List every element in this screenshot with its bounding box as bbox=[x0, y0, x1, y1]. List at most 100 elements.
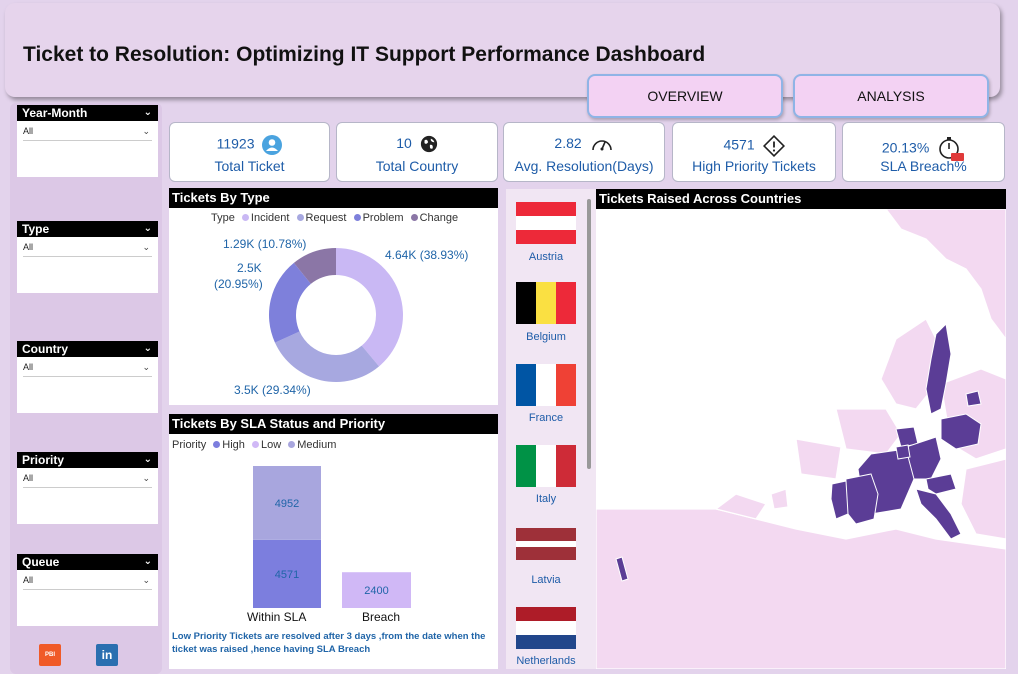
tickets-by-type-panel: Tickets By Type Type Incident Request Pr… bbox=[169, 188, 498, 405]
slicer-title: Country bbox=[22, 342, 68, 356]
kpi-label: Avg. Resolution(Days) bbox=[514, 158, 654, 174]
kpi-label: SLA Breach% bbox=[880, 158, 967, 174]
bar-value-label: 2400 bbox=[364, 585, 388, 597]
type-legend: Type Incident Request Problem Change bbox=[169, 208, 498, 224]
stacked-bar-chart: 4571 4952 2400 bbox=[253, 466, 411, 608]
flag-label: France bbox=[528, 412, 564, 424]
france-flag-icon[interactable] bbox=[516, 364, 576, 406]
kpi-avg-resolution: 2.82 Avg. Resolution(Days) bbox=[503, 122, 665, 182]
stopwatch-icon bbox=[939, 137, 965, 161]
donut-slice-incident[interactable] bbox=[336, 248, 403, 367]
country-flags-list: Austria Belgium France Italy Latvia Neth… bbox=[506, 189, 596, 669]
label-problem-percent: (20.95%) bbox=[214, 277, 263, 291]
flag-label: Austria bbox=[528, 251, 564, 263]
belgium-region bbox=[895, 444, 911, 460]
portugal-region bbox=[830, 480, 849, 520]
donut-slice-change[interactable] bbox=[293, 248, 336, 284]
label-incident: 4.64K (38.93%) bbox=[385, 248, 469, 262]
austria-flag-icon[interactable] bbox=[516, 202, 576, 244]
category-breach: Breach bbox=[362, 610, 401, 624]
sla-note: Low Priority Tickets are resolved after … bbox=[172, 631, 486, 655]
legend-title: Priority bbox=[172, 439, 207, 451]
poland-region bbox=[940, 413, 982, 450]
bar-value-label: 4952 bbox=[275, 498, 299, 510]
linkedin-icon[interactable]: in bbox=[96, 644, 118, 666]
donut-slice-request[interactable] bbox=[274, 331, 380, 382]
kpi-value: 10 bbox=[396, 135, 412, 151]
gauge-icon bbox=[591, 140, 612, 151]
label-request: 3.5K (29.34%) bbox=[234, 383, 311, 397]
category-within-sla: Within SLA bbox=[247, 610, 307, 624]
priority-dropdown[interactable]: All ⌄ bbox=[23, 470, 152, 488]
warning-icon bbox=[762, 135, 785, 157]
bar-within-sla-high[interactable] bbox=[253, 539, 321, 608]
kpi-value: 4571 bbox=[723, 136, 755, 153]
slicer-title: Priority bbox=[22, 453, 65, 467]
kpi-label: High Priority Tickets bbox=[692, 158, 816, 174]
kpi-label: Total Ticket bbox=[214, 158, 285, 174]
chevron-down-icon[interactable]: ⌄ bbox=[143, 223, 152, 234]
belgium-flag-icon[interactable] bbox=[516, 282, 576, 324]
globe-icon bbox=[420, 136, 437, 153]
italy-region bbox=[915, 488, 962, 540]
powerbi-icon[interactable]: PBI bbox=[39, 644, 61, 666]
sla-priority-panel: Tickets By SLA Status and Priority Prior… bbox=[169, 414, 498, 669]
legend-change[interactable]: Change bbox=[419, 212, 459, 224]
kpi-value: 20.13% bbox=[881, 139, 930, 156]
chevron-down-icon: ⌄ bbox=[142, 575, 150, 585]
legend-title: Type bbox=[211, 212, 235, 224]
kpi-total-ticket: 11923 Total Ticket bbox=[169, 122, 330, 182]
scrollbar[interactable] bbox=[587, 199, 591, 469]
chevron-down-icon[interactable]: ⌄ bbox=[143, 556, 152, 567]
country-map-panel: Tickets Raised Across Countries bbox=[596, 189, 1006, 669]
flag-label: Italy bbox=[535, 493, 557, 505]
slicer-year-month: Year-Month ⌄ All ⌄ bbox=[17, 105, 158, 177]
year-month-dropdown[interactable]: All ⌄ bbox=[23, 123, 152, 141]
queue-dropdown[interactable]: All ⌄ bbox=[23, 572, 152, 590]
europe-map[interactable] bbox=[596, 208, 1006, 669]
legend-high[interactable]: High bbox=[222, 439, 245, 451]
chevron-down-icon[interactable]: ⌄ bbox=[143, 343, 152, 354]
kpi-sla-breach: 20.13% SLA Breach% bbox=[842, 122, 1005, 182]
slicer-value: All bbox=[23, 242, 34, 252]
kpi-high-priority: 4571 High Priority Tickets bbox=[672, 122, 836, 182]
chevron-down-icon: ⌄ bbox=[142, 362, 150, 372]
panel-title: Tickets By SLA Status and Priority bbox=[169, 414, 498, 434]
slicer-priority: Priority ⌄ All ⌄ bbox=[17, 452, 158, 524]
country-dropdown[interactable]: All ⌄ bbox=[23, 359, 152, 377]
legend-request[interactable]: Request bbox=[305, 212, 347, 224]
latvia-region bbox=[965, 390, 982, 407]
user-icon bbox=[262, 135, 283, 155]
page-title: Ticket to Resolution: Optimizing IT Supp… bbox=[23, 43, 706, 66]
latvia-flag-icon[interactable] bbox=[516, 528, 576, 560]
slicer-queue: Queue ⌄ All ⌄ bbox=[17, 554, 158, 626]
legend-low[interactable]: Low bbox=[260, 439, 282, 451]
kpi-value: 11923 bbox=[216, 135, 255, 152]
chevron-down-icon[interactable]: ⌄ bbox=[143, 107, 152, 118]
analysis-button[interactable]: ANALYSIS bbox=[793, 74, 989, 118]
italy-flag-icon[interactable] bbox=[516, 445, 576, 487]
panel-title: Tickets Raised Across Countries bbox=[596, 189, 1006, 209]
netherlands-flag-icon[interactable] bbox=[516, 607, 576, 649]
chevron-down-icon[interactable]: ⌄ bbox=[143, 454, 152, 465]
sweden-region bbox=[925, 322, 952, 415]
legend-medium[interactable]: Medium bbox=[297, 439, 337, 451]
bar-within-sla-medium[interactable] bbox=[253, 466, 321, 540]
overview-button[interactable]: OVERVIEW bbox=[587, 74, 783, 118]
slicer-value: All bbox=[23, 473, 34, 483]
header-banner: Ticket to Resolution: Optimizing IT Supp… bbox=[5, 3, 1000, 97]
bar-breach-low[interactable] bbox=[342, 572, 411, 608]
slicer-value: All bbox=[23, 126, 34, 136]
flag-label: Belgium bbox=[526, 331, 566, 343]
type-dropdown[interactable]: All ⌄ bbox=[23, 239, 152, 257]
chevron-down-icon: ⌄ bbox=[142, 242, 150, 252]
legend-incident[interactable]: Incident bbox=[250, 212, 290, 224]
slicer-type: Type ⌄ All ⌄ bbox=[17, 221, 158, 293]
kpi-label: Total Country bbox=[375, 158, 459, 174]
donut-slice-problem[interactable] bbox=[269, 262, 311, 343]
legend-problem[interactable]: Problem bbox=[362, 212, 404, 224]
kpi-value: 2.82 bbox=[554, 135, 582, 151]
panel-title: Tickets By Type bbox=[169, 188, 498, 208]
donut-chart bbox=[269, 248, 403, 382]
chevron-down-icon: ⌄ bbox=[142, 473, 150, 483]
